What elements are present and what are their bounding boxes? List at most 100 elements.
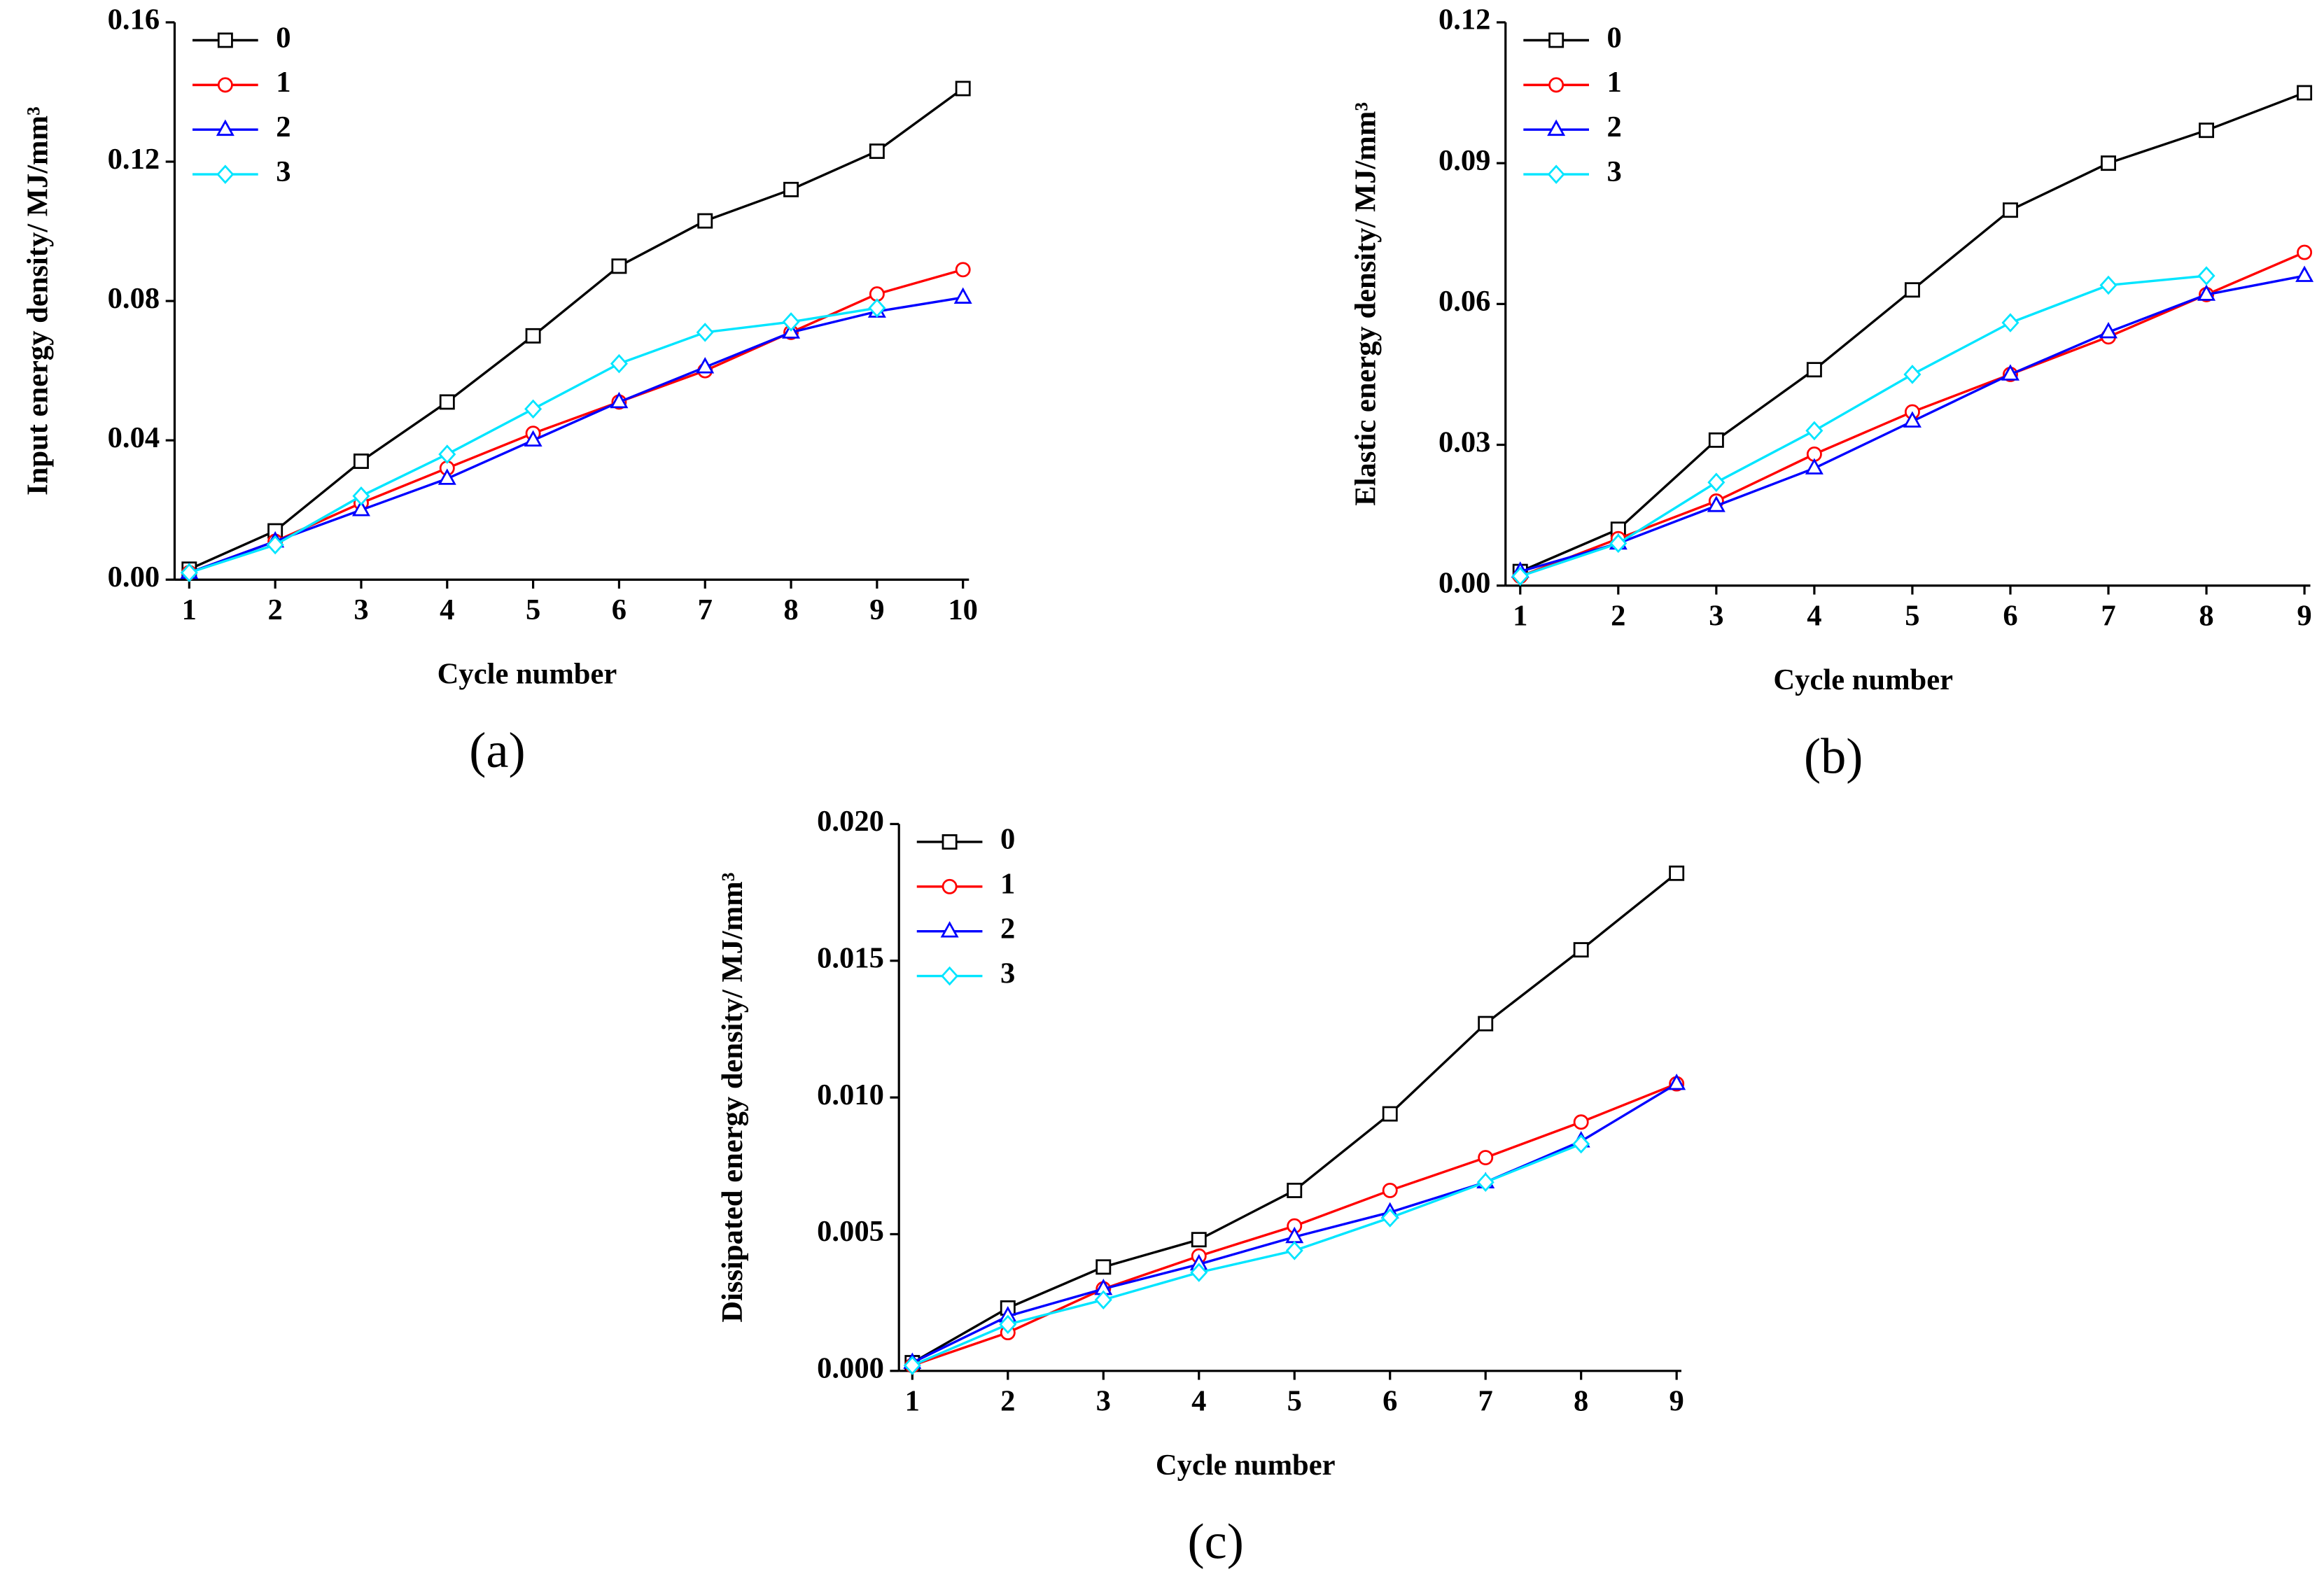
legend-label: 0	[1000, 823, 1015, 856]
marker	[1609, 533, 1628, 554]
marker	[941, 834, 958, 850]
marker	[1573, 942, 1589, 958]
y-tick-label: 0.005	[817, 1215, 884, 1248]
marker	[2297, 244, 2313, 260]
y-tick-label: 0.12	[108, 143, 160, 176]
marker	[217, 32, 233, 48]
x-tick-label: 1	[905, 1384, 920, 1417]
y-axis-label: Elastic energy density/ MJ/mm³	[1350, 102, 1382, 506]
x-tick-label: 2	[268, 593, 283, 626]
x-tick-label: 1	[182, 593, 197, 626]
series-line	[1520, 91, 2305, 573]
marker	[868, 298, 886, 318]
marker	[2297, 85, 2313, 101]
panel-label: (b)	[1804, 728, 1863, 785]
marker	[2003, 202, 2018, 218]
marker	[1669, 865, 1685, 881]
legend-label: 3	[276, 155, 290, 188]
x-tick-label: 4	[1191, 1384, 1206, 1417]
marker	[1287, 1182, 1303, 1198]
marker	[1667, 1074, 1686, 1090]
marker	[1190, 1263, 1208, 1282]
marker	[1903, 365, 1921, 384]
marker	[2295, 265, 2314, 282]
legend-label: 2	[1000, 912, 1015, 945]
marker	[2197, 266, 2216, 286]
x-tick-label: 9	[2297, 599, 2311, 632]
marker	[697, 213, 713, 229]
x-tick-label: 7	[2101, 599, 2115, 632]
x-tick-label: 4	[1807, 599, 1821, 632]
marker	[439, 394, 455, 410]
marker	[1548, 77, 1564, 93]
series-line	[1520, 274, 2207, 577]
marker	[438, 444, 456, 464]
marker	[940, 921, 959, 938]
marker	[783, 181, 799, 197]
x-tick-label: 3	[1709, 599, 1723, 632]
marker	[1511, 566, 1530, 586]
marker	[1805, 458, 1823, 475]
x-tick-label: 3	[354, 593, 368, 626]
legend-label: 1	[1607, 66, 1622, 99]
x-tick-label: 6	[1382, 1384, 1397, 1417]
marker	[180, 563, 198, 583]
marker	[1573, 1114, 1589, 1130]
y-tick-label: 0.000	[817, 1352, 884, 1385]
x-tick-label: 3	[1096, 1384, 1111, 1417]
legend-label: 0	[276, 21, 290, 54]
marker	[524, 399, 542, 419]
marker	[696, 323, 714, 342]
marker	[953, 287, 972, 304]
x-tick-label: 8	[2199, 599, 2213, 632]
marker	[524, 430, 542, 447]
y-tick-label: 0.015	[817, 942, 884, 975]
legend-label: 1	[276, 66, 290, 99]
marker	[1381, 1208, 1399, 1228]
marker	[610, 391, 629, 409]
legend-label: 3	[1607, 155, 1622, 188]
marker	[1904, 282, 1920, 298]
marker	[610, 353, 628, 374]
x-tick-label: 9	[869, 593, 884, 626]
marker	[1806, 362, 1822, 378]
marker	[1285, 1241, 1303, 1260]
x-tick-label: 9	[1670, 1384, 1684, 1417]
x-tick-label: 2	[1000, 1384, 1015, 1417]
legend-label: 1	[1000, 868, 1015, 901]
x-tick-label: 4	[440, 593, 454, 626]
marker	[1548, 32, 1564, 48]
series-line	[911, 872, 1678, 1364]
x-tick-label: 2	[1611, 599, 1625, 632]
series-line	[188, 268, 964, 574]
x-axis-label: Cycle number	[1773, 663, 1953, 696]
marker	[2001, 313, 2019, 332]
panel-label: (c)	[1187, 1513, 1243, 1570]
marker	[217, 77, 233, 93]
marker	[2197, 284, 2216, 301]
marker	[1903, 411, 1921, 428]
marker	[782, 312, 800, 332]
marker	[941, 966, 959, 986]
y-tick-label: 0.03	[1438, 426, 1491, 458]
x-tick-label: 1	[1513, 599, 1527, 632]
marker	[955, 80, 971, 97]
marker	[1708, 432, 1724, 448]
marker	[266, 535, 284, 555]
marker	[2101, 155, 2116, 171]
marker	[999, 1314, 1017, 1335]
x-tick-label: 5	[1905, 599, 1919, 632]
marker	[1547, 164, 1565, 184]
y-tick-label: 0.04	[108, 421, 160, 454]
marker	[1382, 1182, 1398, 1198]
x-axis-label: Cycle number	[1156, 1449, 1336, 1482]
x-tick-label: 8	[783, 593, 798, 626]
marker	[1805, 421, 1823, 441]
marker	[438, 468, 456, 485]
marker	[2099, 275, 2118, 295]
marker	[941, 878, 958, 894]
marker	[216, 164, 234, 184]
x-tick-label: 5	[1287, 1384, 1302, 1417]
y-tick-label: 0.020	[817, 805, 884, 838]
